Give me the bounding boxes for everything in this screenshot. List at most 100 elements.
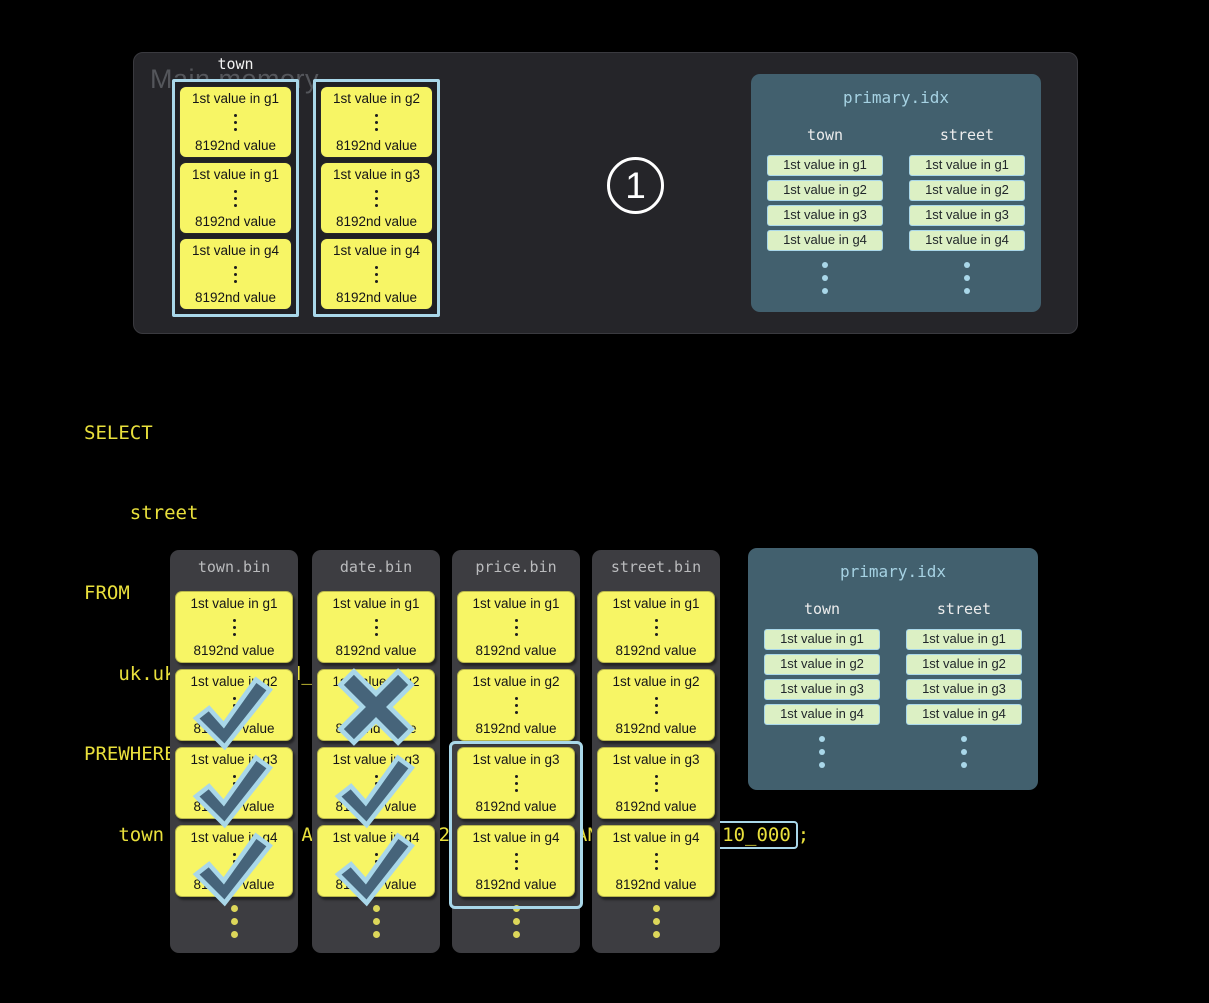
- ellipsis-dots: [514, 852, 518, 870]
- granule-last-value: 8192nd value: [335, 643, 417, 658]
- granule-block: 1st value in g2 8192nd value: [597, 669, 715, 741]
- granule-last-value: 8192nd value: [335, 877, 417, 892]
- granule-first-value: 1st value in g1: [332, 596, 420, 611]
- granule-last-value: 8192nd value: [335, 214, 418, 229]
- granule-block: 1st value in g1 8192nd value: [317, 591, 435, 663]
- idx-entry: 1st value in g3: [764, 679, 880, 700]
- town-bin-panel: town.bin 1st value in g1 8192nd value 1s…: [170, 550, 298, 953]
- idx-column-town: town 1st value in g1 1st value in g2 1st…: [764, 600, 880, 768]
- bin-title: price.bin: [475, 558, 557, 576]
- step-number: 1: [625, 164, 646, 206]
- idx-column-header: street: [939, 126, 995, 144]
- ellipsis-dots: [514, 618, 518, 636]
- bin-title: street.bin: [610, 558, 702, 576]
- ellipsis-dots: [654, 852, 658, 870]
- main-memory-panel: Main memory town 1st value in g1 8192nd …: [133, 52, 1078, 334]
- ellipsis-dots: [234, 113, 237, 131]
- ellipsis-dots: [514, 774, 518, 792]
- granule-first-value: 1st value in g2: [332, 91, 421, 106]
- granule-last-value: 8192nd value: [194, 138, 277, 153]
- ellipsis-dots: [232, 618, 236, 636]
- sql-line: FROM: [84, 582, 130, 605]
- idx-entry: 1st value in g1: [764, 629, 880, 650]
- granule-first-value: 1st value in g3: [332, 167, 421, 182]
- ellipsis-dots: [375, 265, 378, 283]
- bin-title: date.bin: [339, 558, 413, 576]
- granule-first-value: 1st value in g1: [190, 596, 278, 611]
- granule-block: 1st value in g4 8192nd value: [597, 825, 715, 897]
- ellipsis-dots: [374, 774, 378, 792]
- granule-block: 1st value in g1 8192nd value: [179, 162, 292, 234]
- granule-last-value: 8192nd value: [335, 138, 418, 153]
- primary-idx-panel-top: primary.idx town 1st value in g1 1st val…: [751, 74, 1041, 312]
- granule-first-value: 1st value in g2: [332, 674, 420, 689]
- ellipsis-dots: [375, 189, 378, 207]
- granule-first-value: 1st value in g4: [190, 830, 278, 845]
- granule-last-value: 8192nd value: [475, 877, 557, 892]
- granule-last-value: 8192nd value: [194, 290, 277, 305]
- ellipsis-dots: [819, 736, 825, 768]
- granule-last-value: 8192nd value: [475, 721, 557, 736]
- granule-first-value: 1st value in g2: [472, 674, 560, 689]
- granule-block: 1st value in g2 8192nd value: [317, 668, 435, 746]
- granule-block: 1st value in g4 8192nd value: [320, 238, 433, 310]
- sql-line: PREWHERE: [84, 743, 176, 766]
- idx-entry: 1st value in g4: [767, 230, 883, 251]
- granule-block: 1st value in g2 8192nd value: [320, 86, 433, 158]
- granule-block: 1st value in g3 8192nd value: [457, 747, 575, 819]
- granule-first-value: 1st value in g2: [612, 674, 700, 689]
- granule-last-value: 8192nd value: [193, 721, 275, 736]
- granule-last-value: 8192nd value: [615, 721, 697, 736]
- sql-line: SELECT: [84, 421, 153, 444]
- memory-granule-stack-2: 1st value in g2 8192nd value 1st value i…: [313, 79, 440, 317]
- granule-last-value: 8192nd value: [615, 799, 697, 814]
- bin-title: town.bin: [197, 558, 271, 576]
- granule-first-value: 1st value in g1: [191, 167, 280, 182]
- granule-last-value: 8192nd value: [615, 877, 697, 892]
- idx-entry: 1st value in g4: [906, 704, 1022, 725]
- memory-granule-stack-1: 1st value in g1 8192nd value 1st value i…: [172, 79, 299, 317]
- granule-block: 1st value in g4 8192nd value: [179, 238, 292, 310]
- granule-first-value: 1st value in g1: [191, 91, 280, 106]
- primary-idx-title: primary.idx: [843, 88, 949, 107]
- ellipsis-dots: [232, 696, 236, 714]
- idx-entry: 1st value in g3: [906, 679, 1022, 700]
- granule-first-value: 1st value in g2: [190, 674, 278, 689]
- granule-block: 1st value in g1 8192nd value: [597, 591, 715, 663]
- street-bin-panel: street.bin 1st value in g1 8192nd value …: [592, 550, 720, 953]
- idx-entry: 1st value in g2: [764, 654, 880, 675]
- granule-block: 1st value in g1 8192nd value: [175, 591, 293, 663]
- primary-idx-panel-bottom: primary.idx town 1st value in g1 1st val…: [748, 548, 1038, 790]
- ellipsis-dots: [654, 774, 658, 792]
- idx-column-town: town 1st value in g1 1st value in g2 1st…: [767, 126, 883, 294]
- ellipsis-dots: [374, 852, 378, 870]
- ellipsis-dots: [961, 736, 967, 768]
- ellipsis-dots: [317, 905, 435, 938]
- ellipsis-dots: [374, 696, 378, 714]
- granule-first-value: 1st value in g3: [612, 752, 700, 767]
- ellipsis-dots: [654, 696, 658, 714]
- granule-block: 1st value in g3 8192nd value: [317, 747, 435, 829]
- granule-last-value: 8192nd value: [335, 721, 417, 736]
- granule-block: 1st value in g1 8192nd value: [179, 86, 292, 158]
- idx-column-street: street 1st value in g1 1st value in g2 1…: [906, 600, 1022, 768]
- granule-last-value: 8192nd value: [193, 877, 275, 892]
- granule-last-value: 8192nd value: [193, 799, 275, 814]
- granule-block: 1st value in g4 8192nd value: [175, 825, 293, 907]
- idx-column-header: street: [936, 600, 992, 618]
- ellipsis-dots: [597, 905, 715, 938]
- granule-first-value: 1st value in g3: [472, 752, 560, 767]
- selected-granules-outline: [449, 741, 583, 909]
- ellipsis-dots: [374, 618, 378, 636]
- idx-column-header: town: [806, 126, 844, 144]
- granule-first-value: 1st value in g4: [612, 830, 700, 845]
- granule-block: 1st value in g3 8192nd value: [597, 747, 715, 819]
- price-bin-panel: price.bin 1st value in g1 8192nd value 1…: [449, 550, 583, 953]
- granule-last-value: 8192nd value: [335, 290, 418, 305]
- sql-where-suffix: ;: [797, 823, 810, 846]
- ellipsis-dots: [375, 113, 378, 131]
- ellipsis-dots: [964, 262, 970, 294]
- ellipsis-dots: [234, 265, 237, 283]
- granule-last-value: 8192nd value: [615, 643, 697, 658]
